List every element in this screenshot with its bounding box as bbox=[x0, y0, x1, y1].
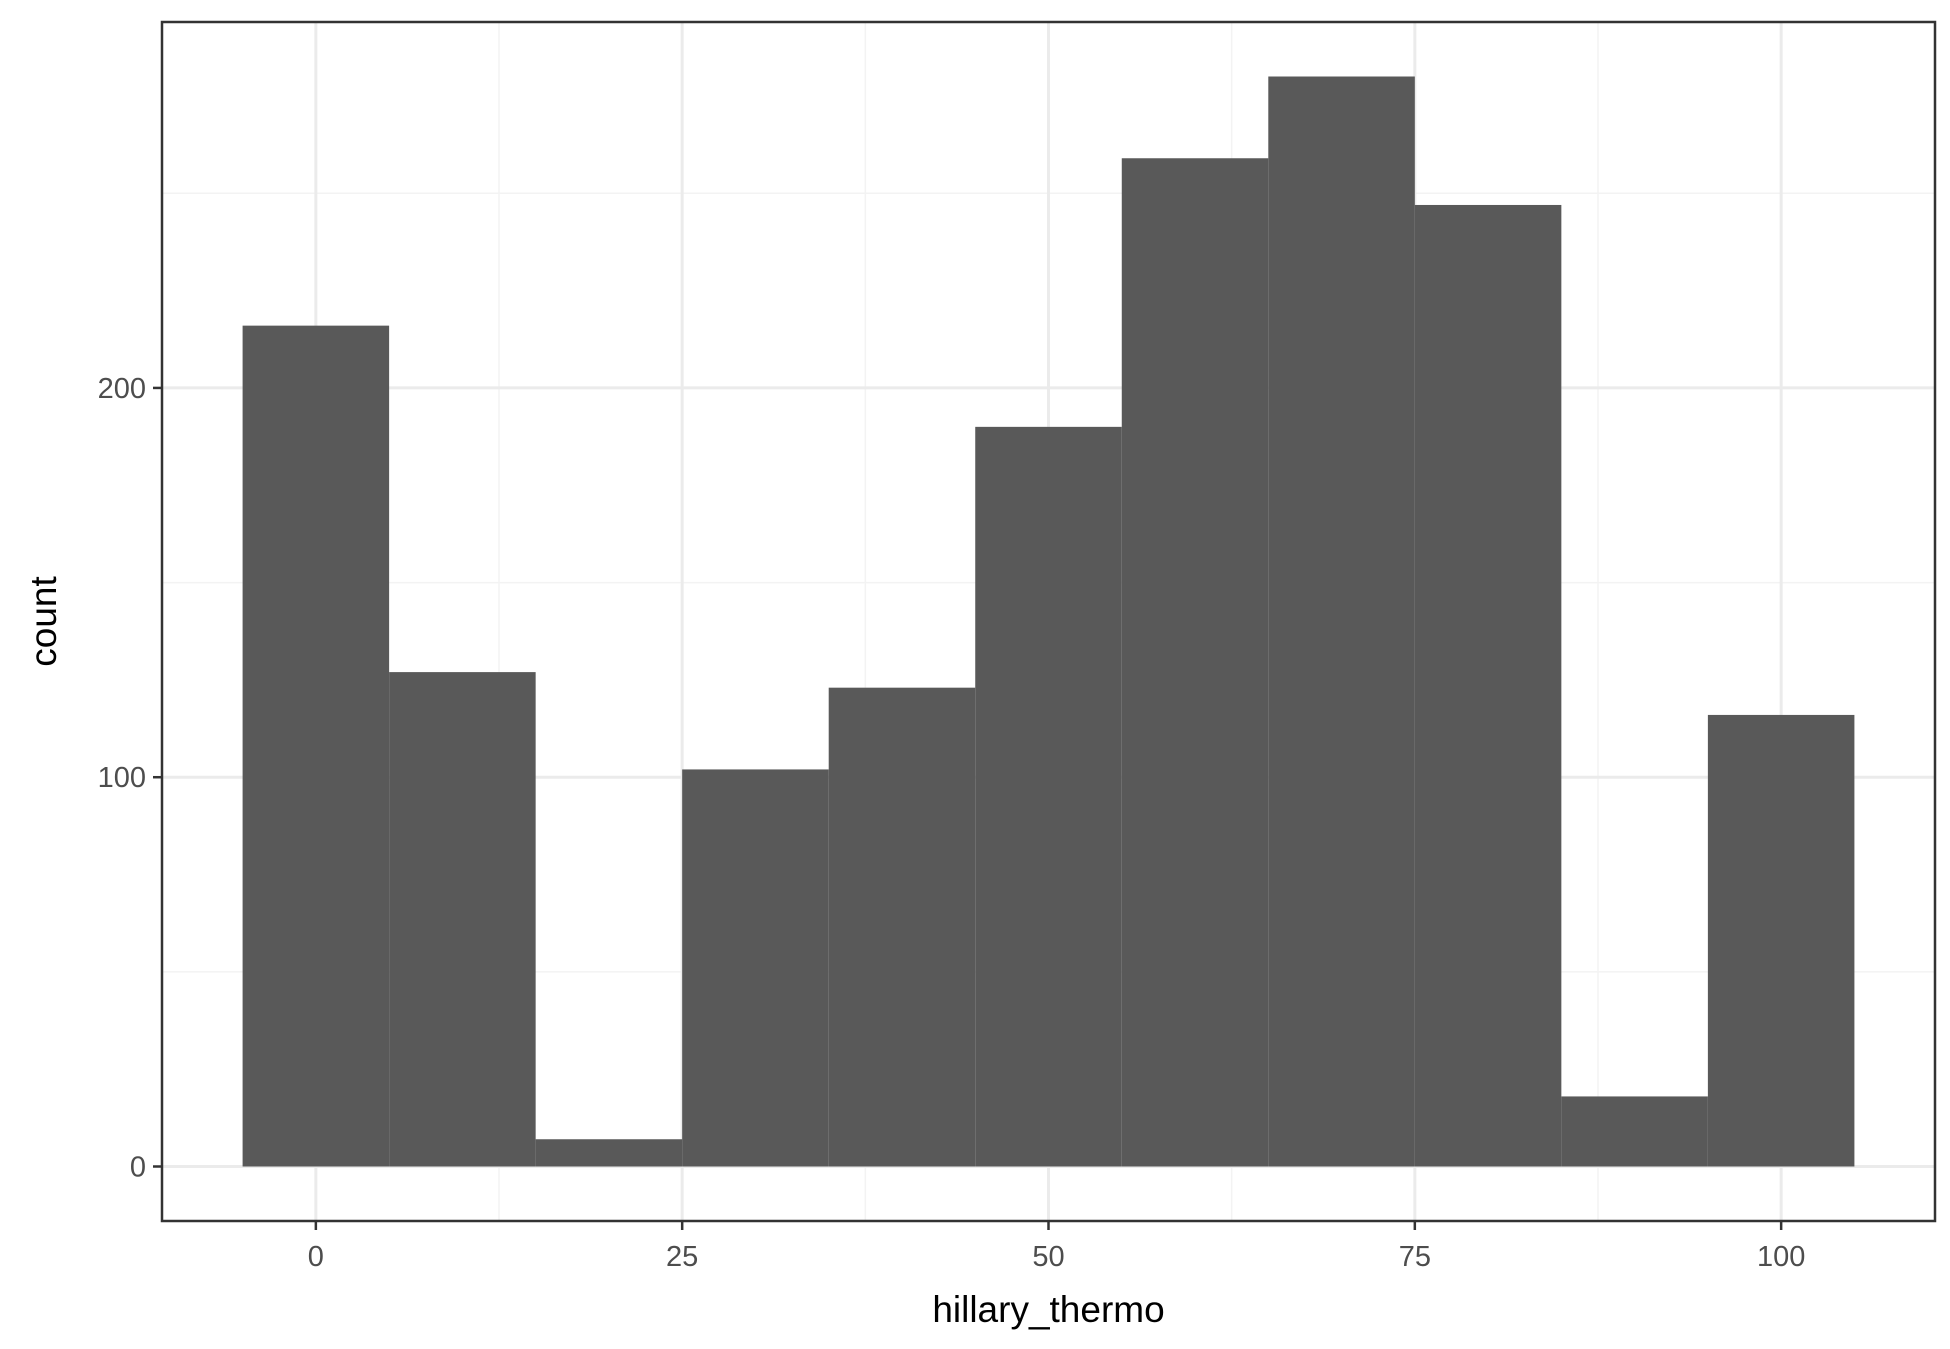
x-axis-ticks: 0 25 50 75 100 bbox=[308, 1221, 1805, 1273]
y-axis-title: count bbox=[23, 576, 64, 667]
y-tick-label: 200 bbox=[98, 373, 146, 405]
y-axis-ticks: 0 100 200 bbox=[98, 373, 162, 1184]
x-tick-label: 50 bbox=[1032, 1241, 1064, 1273]
x-tick-label: 100 bbox=[1757, 1241, 1805, 1273]
histogram-bar bbox=[1707, 714, 1855, 1167]
histogram-bar bbox=[242, 325, 390, 1167]
x-tick-label: 25 bbox=[666, 1241, 698, 1273]
x-tick-label: 0 bbox=[308, 1241, 324, 1273]
histogram-bar bbox=[1121, 158, 1269, 1167]
histogram-bars bbox=[242, 76, 1855, 1167]
x-axis-title: hillary_thermo bbox=[932, 1289, 1164, 1330]
histogram-bar bbox=[975, 426, 1122, 1167]
histogram-bar bbox=[828, 687, 976, 1167]
histogram-bar bbox=[1561, 1096, 1708, 1167]
histogram-bar bbox=[535, 1139, 683, 1167]
y-tick-label: 100 bbox=[98, 762, 146, 794]
histogram-bar bbox=[682, 769, 829, 1167]
y-tick-label: 0 bbox=[130, 1152, 146, 1184]
histogram-bar bbox=[1414, 204, 1562, 1167]
x-tick-label: 75 bbox=[1399, 1241, 1431, 1273]
histogram-bar bbox=[1268, 76, 1415, 1167]
histogram-bar bbox=[389, 672, 536, 1167]
